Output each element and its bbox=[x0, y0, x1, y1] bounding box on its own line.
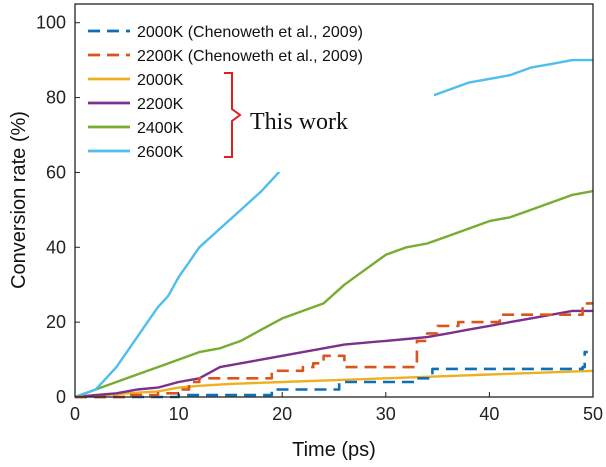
this-work-annotation: This work bbox=[224, 72, 348, 158]
y-tick-label: 40 bbox=[46, 237, 66, 257]
y-tick-label: 0 bbox=[56, 387, 66, 407]
legend-box bbox=[82, 10, 434, 172]
series-line-5 bbox=[74, 58, 593, 399]
series-line-3 bbox=[74, 309, 593, 399]
x-tick-label: 0 bbox=[70, 404, 80, 424]
y-tick-label: 80 bbox=[46, 88, 66, 108]
legend-entry-5: 2600K bbox=[137, 144, 184, 161]
plot-frame bbox=[74, 3, 594, 398]
legend-entry-1: 2200K (Chenoweth et al., 2009) bbox=[137, 48, 363, 65]
x-axis-ticks: 0 10 20 30 40 50 bbox=[70, 392, 603, 424]
x-tick-label: 40 bbox=[479, 404, 499, 424]
y-tick-label: 60 bbox=[46, 162, 66, 182]
series-line-4 bbox=[74, 189, 594, 399]
legend: 2000K (Chenoweth et al., 2009) 2200K (Che… bbox=[82, 10, 434, 172]
series-line-2 bbox=[74, 369, 594, 399]
annotation-text: This work bbox=[250, 109, 348, 135]
annotation-bracket bbox=[224, 72, 242, 158]
y-axis-ticks: 0 20 40 60 80 100 bbox=[36, 13, 80, 407]
legend-entry-4: 2400K bbox=[137, 120, 184, 137]
x-tick-label: 20 bbox=[272, 404, 292, 424]
legend-entry-2: 2000K bbox=[137, 72, 184, 89]
y-axis-label: Conversion rate (%) bbox=[8, 111, 30, 289]
legend-entry-3: 2200K bbox=[137, 96, 184, 113]
plot-lines bbox=[74, 58, 594, 399]
x-tick-label: 10 bbox=[169, 404, 189, 424]
legend-entry-0: 2000K (Chenoweth et al., 2009) bbox=[137, 24, 363, 41]
x-axis-label: Time (ps) bbox=[292, 439, 376, 461]
series-line-0 bbox=[75, 350, 588, 399]
x-tick-label: 50 bbox=[583, 404, 603, 424]
x-tick-label: 30 bbox=[376, 404, 396, 424]
series-line-1 bbox=[75, 302, 593, 399]
y-tick-label: 100 bbox=[36, 13, 66, 33]
y-tick-label: 20 bbox=[46, 312, 66, 332]
